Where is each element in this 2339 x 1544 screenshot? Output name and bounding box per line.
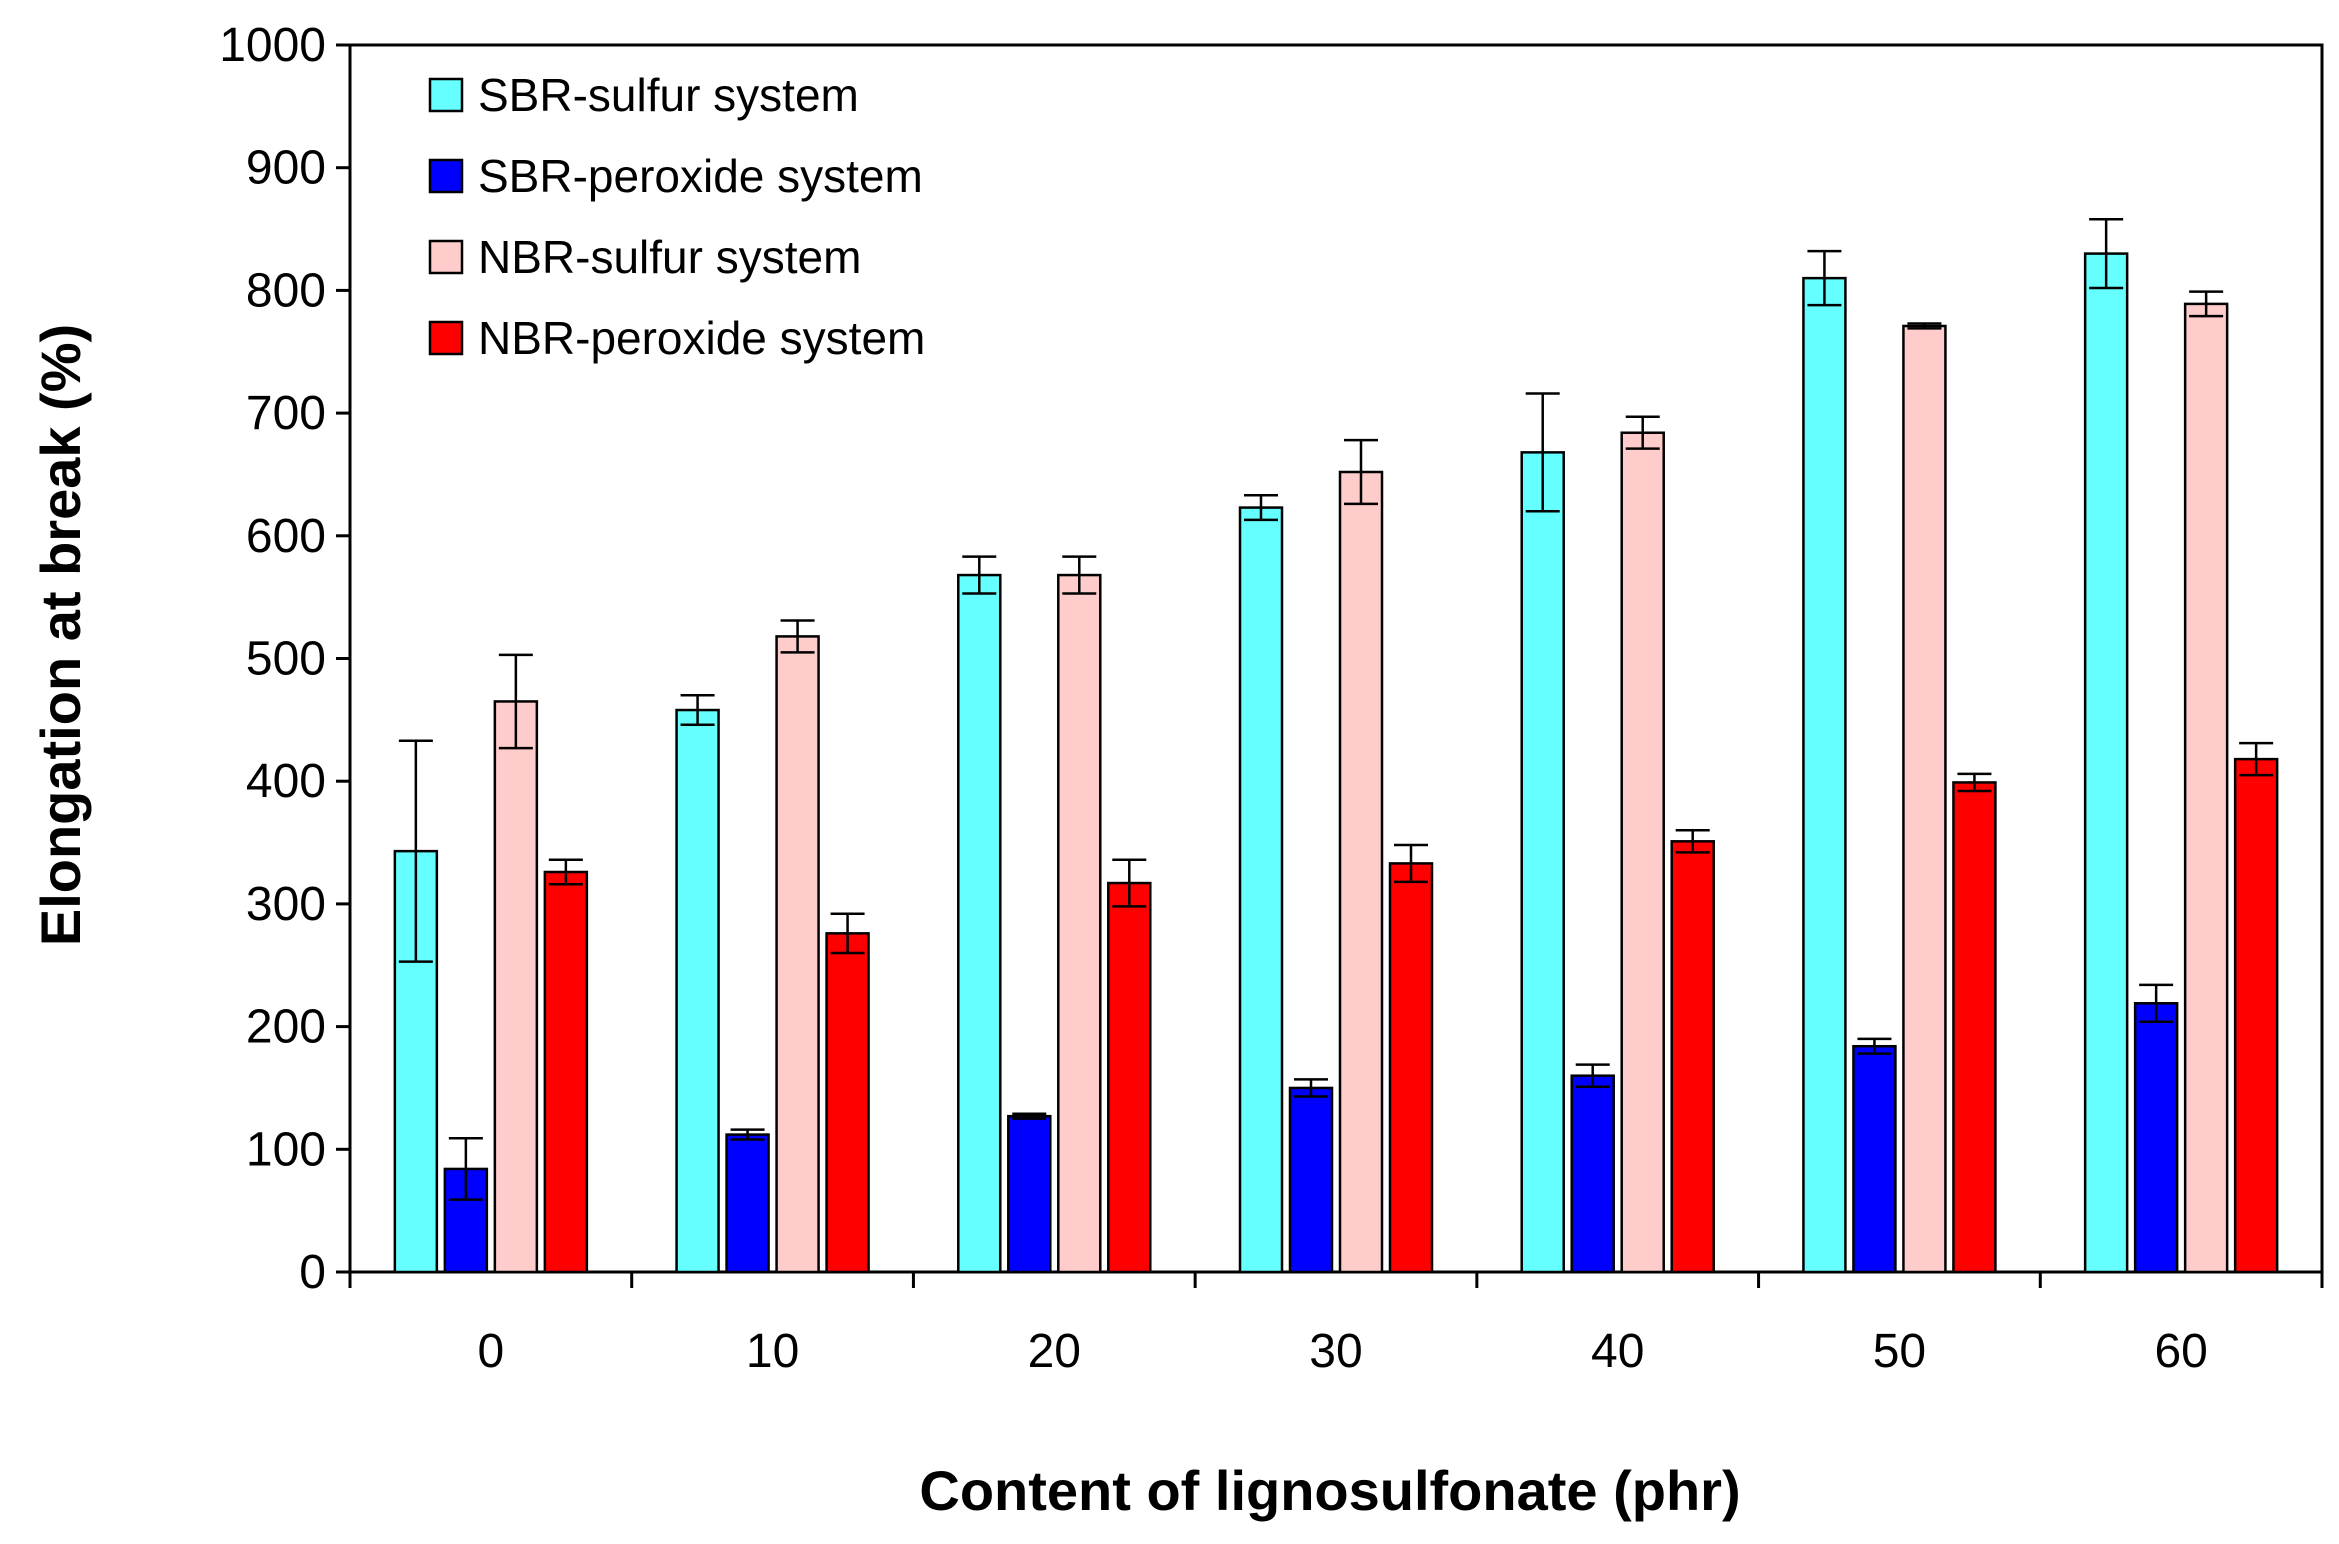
bar <box>1620 431 1665 1274</box>
y-tick-label: 900 <box>246 142 326 195</box>
legend-swatch <box>428 158 464 194</box>
bar <box>1338 470 1384 1274</box>
legend-swatch <box>428 77 464 113</box>
bar <box>1288 1086 1334 1274</box>
legend-label: SBR-peroxide system <box>478 150 923 202</box>
bar <box>1057 573 1102 1274</box>
plot-frame <box>348 43 2324 1274</box>
x-tick-label: 60 <box>2154 1325 2207 1378</box>
legend-label: NBR-peroxide system <box>478 312 925 364</box>
bar <box>1802 276 1847 1274</box>
x-axis-title: Content of lignosulfonate (phr) <box>919 1459 1740 1522</box>
bars <box>393 252 2279 1274</box>
bar <box>2083 252 2129 1274</box>
bar <box>1570 1074 1615 1274</box>
x-tick-label: 40 <box>1591 1325 1644 1378</box>
bar <box>1107 881 1152 1274</box>
bar <box>1520 451 1565 1274</box>
x-tick-label: 30 <box>1309 1325 1362 1378</box>
legend-swatch <box>428 239 464 275</box>
y-tick-label: 1000 <box>219 19 326 72</box>
y-tick-label: 200 <box>246 1001 326 1054</box>
y-tick-label: 600 <box>246 510 326 563</box>
bar <box>825 932 870 1274</box>
bar <box>2183 302 2229 1274</box>
bar <box>1852 1044 1897 1274</box>
y-tick-label: 300 <box>246 878 326 931</box>
x-axis: 0 10 20 30 40 50 60 <box>348 1272 2324 1378</box>
bar <box>957 573 1002 1274</box>
bar <box>2233 757 2279 1274</box>
bar <box>543 870 589 1274</box>
legend-label: SBR-sulfur system <box>478 69 859 121</box>
bar <box>1238 506 1284 1274</box>
x-tick-label: 0 <box>478 1325 505 1378</box>
x-tick-label: 10 <box>746 1325 799 1378</box>
legend-swatch <box>428 320 464 356</box>
y-tick-label: 500 <box>246 633 326 686</box>
y-axis-title: Elongation at break (%) <box>29 324 92 946</box>
plot-border <box>348 43 2324 1274</box>
legend: SBR-sulfur system SBR-peroxide system NBR-… <box>428 69 925 364</box>
bar <box>1902 324 1947 1274</box>
bar <box>2133 1002 2179 1274</box>
y-tick-label: 400 <box>246 755 326 808</box>
bar <box>1388 862 1434 1274</box>
x-tick-label: 20 <box>1028 1325 1081 1378</box>
bar <box>1007 1114 1052 1274</box>
y-tick-label: 0 <box>299 1246 326 1299</box>
bar <box>775 635 820 1274</box>
legend-label: NBR-sulfur system <box>478 231 861 283</box>
bar <box>1952 781 1997 1274</box>
bar <box>1670 840 1715 1274</box>
bar <box>493 700 539 1274</box>
y-tick-label: 800 <box>246 264 326 317</box>
y-tick-label: 700 <box>246 387 326 440</box>
y-axis: 0 100 200 300 400 500 600 700 800 900 1000 <box>219 19 350 1299</box>
bar <box>675 708 720 1274</box>
y-tick-label: 100 <box>246 1123 326 1176</box>
bar <box>725 1133 770 1274</box>
error-bars <box>398 217 2274 1201</box>
x-tick-label: 50 <box>1873 1325 1926 1378</box>
